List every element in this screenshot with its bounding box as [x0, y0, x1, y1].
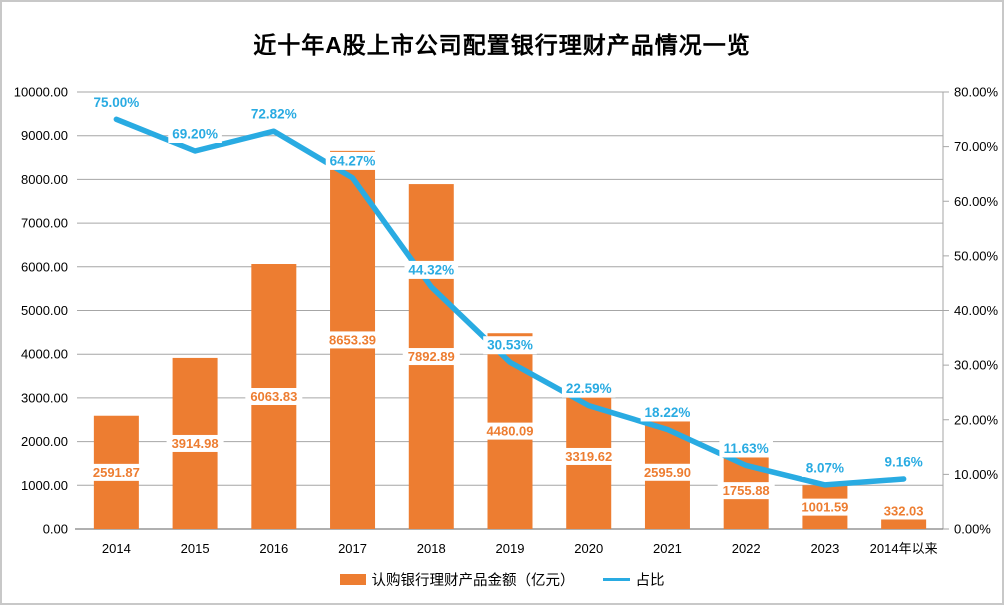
x-axis-category-label: 2021: [653, 541, 682, 556]
left-axis-tick-label: 8000.00: [21, 172, 68, 187]
bar-data-label: 332.03: [884, 504, 924, 519]
left-axis-tick-label: 0.00: [43, 522, 68, 537]
bar-data-label: 2595.90: [644, 465, 691, 480]
line-data-label-bg: [483, 336, 537, 355]
line-data-label-bg: [561, 379, 616, 398]
line-data-label-bg: [325, 151, 380, 170]
line-data-label: 44.32%: [408, 262, 454, 277]
line-data-label: 64.27%: [330, 153, 376, 168]
line-series-swatch: [602, 577, 630, 582]
right-axis-tick-label: 30.00%: [954, 358, 999, 373]
left-axis-tick-label: 3000.00: [21, 390, 68, 405]
bar-data-label-bg: [166, 434, 224, 452]
line-data-label: 11.63%: [724, 441, 769, 456]
bar-data-label: 3914.98: [172, 436, 219, 451]
bar-data-label: 8653.39: [329, 332, 376, 347]
bar-data-label-bg: [717, 482, 775, 500]
right-axis-tick-label: 10.00%: [954, 467, 999, 482]
bar-data-label: 3319.62: [565, 449, 612, 464]
bar-data-label-bg: [560, 447, 618, 465]
right-axis-tick-label: 50.00%: [954, 248, 999, 263]
left-axis-tick-label: 4000.00: [21, 347, 68, 362]
right-axis-tick-label: 80.00%: [954, 85, 999, 100]
bar-data-label-bg: [796, 498, 854, 516]
right-axis-tick-label: 70.00%: [954, 139, 999, 154]
bar-series-label: 认购银行理财产品金额（亿元）: [371, 573, 575, 589]
bar-data-label-bg: [481, 422, 539, 440]
left-axis-tick-label: 10000.00: [14, 85, 68, 100]
legend: 认购银行理财产品金额（亿元） 占比: [2, 569, 1002, 590]
left-axis-tick-label: 2000.00: [21, 434, 68, 449]
x-axis-category-label: 2023: [810, 541, 839, 556]
legend-entry-bar: 认购银行理财产品金额（亿元）: [339, 569, 575, 590]
x-axis-category-label: 2016: [259, 541, 288, 556]
right-axis-tick-label: 20.00%: [954, 412, 999, 427]
right-axis-tick-label: 40.00%: [954, 303, 999, 318]
left-axis-tick-label: 6000.00: [21, 259, 68, 274]
x-axis-category-label: 2014: [102, 541, 131, 556]
x-axis-category-label: 2017: [338, 541, 367, 556]
x-axis-category-label: 2015: [181, 541, 210, 556]
bar-data-label-bg: [638, 463, 696, 481]
line-data-label: 18.22%: [645, 405, 691, 420]
legend-entry-line: 占比: [602, 569, 665, 590]
x-axis-category-label: 2020: [574, 541, 603, 556]
line-data-label-bg: [168, 124, 222, 143]
chart-title: 近十年A股上市公司配置银行理财产品情况一览: [253, 32, 751, 58]
line-data-label: 72.82%: [251, 107, 297, 122]
bar-data-label-bg: [87, 463, 145, 481]
line-data-label-bg: [247, 105, 301, 124]
right-axis-tick-label: 0.00%: [954, 522, 991, 537]
line-data-label-bg: [880, 452, 927, 471]
x-axis-category-label: 2018: [417, 541, 446, 556]
line-data-label: 9.16%: [884, 454, 922, 469]
line-data-label-bg: [404, 260, 459, 279]
bar-data-label: 2591.87: [93, 465, 140, 480]
left-axis-tick-label: 7000.00: [21, 216, 68, 231]
line-data-label: 8.07%: [806, 460, 844, 475]
x-axis-category-label: 2019: [496, 541, 525, 556]
bar-data-label-bg: [878, 502, 929, 520]
line-series-label: 占比: [635, 573, 665, 589]
line-data-label: 75.00%: [93, 95, 139, 110]
x-axis-category-label: 2014年以来: [870, 541, 938, 556]
left-axis-tick-label: 5000.00: [21, 303, 68, 318]
line-data-label-bg: [719, 439, 773, 458]
bar-data-label: 1001.59: [801, 500, 848, 515]
line-data-label: 69.20%: [172, 126, 218, 141]
bar-data-label-bg: [402, 348, 460, 366]
line-data-label: 30.53%: [487, 338, 533, 353]
line-data-label: 22.59%: [566, 381, 612, 396]
line-data-label-bg: [89, 93, 144, 112]
left-axis-tick-label: 1000.00: [21, 478, 68, 493]
bar-data-label-bg: [245, 388, 303, 406]
right-axis-tick-label: 60.00%: [954, 194, 999, 209]
bar-data-label-bg: [324, 331, 382, 349]
bar-series-swatch: [339, 574, 366, 585]
line-data-label-bg: [801, 458, 848, 477]
bar-data-label: 7892.89: [408, 349, 455, 364]
percentage-line: [113, 116, 907, 488]
bar-data-label: 6063.83: [250, 389, 297, 404]
bar-data-label: 1755.88: [723, 483, 770, 498]
x-axis-category-label: 2022: [732, 541, 761, 556]
left-axis-tick-label: 9000.00: [21, 128, 68, 143]
bar-data-label: 4480.09: [487, 424, 534, 439]
line-data-label-bg: [640, 403, 695, 422]
